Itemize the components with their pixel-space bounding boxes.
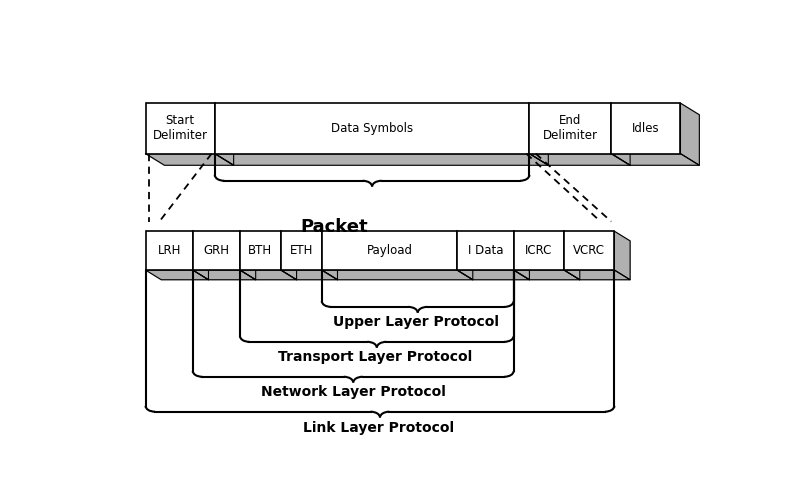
Bar [145, 103, 214, 154]
Polygon shape [529, 103, 547, 165]
Polygon shape [564, 270, 629, 280]
Text: End
Delimiter: End Delimiter [543, 114, 597, 143]
Text: ICRC: ICRC [525, 244, 551, 257]
Bar [281, 231, 321, 270]
Polygon shape [281, 231, 296, 280]
Polygon shape [214, 103, 234, 165]
Polygon shape [611, 154, 698, 165]
Polygon shape [564, 231, 579, 280]
Polygon shape [321, 231, 337, 280]
Polygon shape [529, 154, 629, 165]
Text: Start
Delimiter: Start Delimiter [152, 114, 208, 143]
Text: BTH: BTH [248, 244, 272, 257]
Polygon shape [321, 270, 472, 280]
Text: VCRC: VCRC [573, 244, 604, 257]
Polygon shape [614, 231, 629, 280]
Polygon shape [680, 103, 698, 165]
Polygon shape [457, 231, 472, 280]
Polygon shape [513, 231, 529, 280]
Bar [192, 231, 240, 270]
Polygon shape [240, 270, 296, 280]
Bar [214, 103, 529, 154]
Bar [513, 231, 564, 270]
Polygon shape [214, 154, 547, 165]
Polygon shape [281, 270, 337, 280]
Polygon shape [611, 103, 629, 165]
Bar [564, 231, 614, 270]
Bar [240, 231, 281, 270]
Polygon shape [457, 270, 529, 280]
Polygon shape [145, 270, 208, 280]
Text: Idles: Idles [631, 122, 659, 135]
Text: GRH: GRH [203, 244, 229, 257]
Text: Packet: Packet [300, 218, 367, 236]
Bar [321, 231, 457, 270]
Text: Upper Layer Protocol: Upper Layer Protocol [333, 314, 499, 329]
Polygon shape [192, 231, 208, 280]
Text: LRH: LRH [157, 244, 181, 257]
Bar [457, 231, 513, 270]
Text: Link Layer Protocol: Link Layer Protocol [303, 421, 453, 434]
Text: Network Layer Protocol: Network Layer Protocol [260, 385, 445, 399]
Text: I Data: I Data [467, 244, 503, 257]
Text: ETH: ETH [290, 244, 312, 257]
Bar [611, 103, 680, 154]
Text: Data Symbols: Data Symbols [331, 122, 413, 135]
Polygon shape [192, 270, 255, 280]
Text: Payload: Payload [366, 244, 412, 257]
Bar [145, 231, 192, 270]
Polygon shape [240, 231, 255, 280]
Polygon shape [513, 270, 579, 280]
Polygon shape [145, 154, 234, 165]
Text: Transport Layer Protocol: Transport Layer Protocol [278, 350, 472, 363]
Bar [529, 103, 611, 154]
